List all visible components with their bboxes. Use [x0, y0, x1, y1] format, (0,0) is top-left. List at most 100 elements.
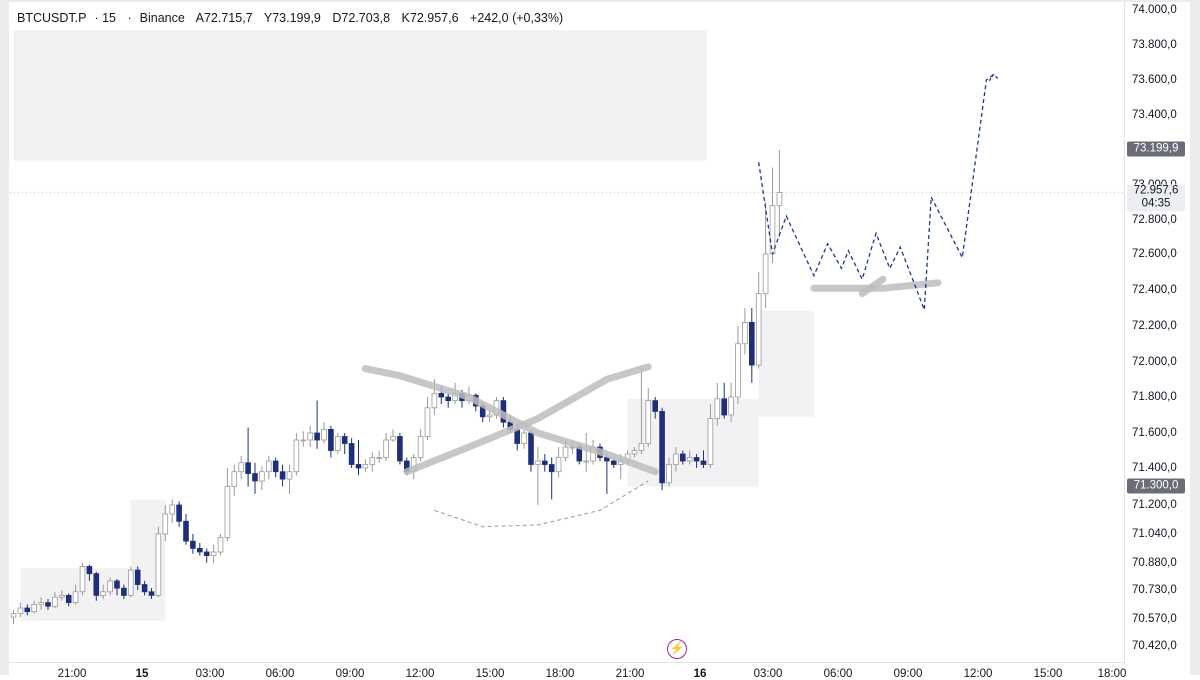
- price-tick-label: 70.880,0: [1132, 556, 1177, 569]
- candle-body: [348, 443, 355, 465]
- candle-body: [307, 432, 313, 441]
- price-tick-label: 71.040,0: [1132, 527, 1177, 540]
- candle-body: [148, 591, 155, 596]
- candle-body: [100, 591, 107, 596]
- candle-body: [742, 321, 748, 345]
- candle-body: [210, 551, 217, 557]
- candle-body: [176, 504, 182, 522]
- candle-body: [265, 460, 272, 473]
- change-value: +242,0 (+0,33%): [470, 11, 564, 25]
- lightning-bolt-icon[interactable]: ⚡: [667, 639, 687, 659]
- upper-supply-zone: [13, 30, 707, 161]
- candle: [286, 464, 293, 494]
- bar-countdown: 04:35: [1141, 197, 1171, 210]
- candle-body: [245, 462, 251, 474]
- drawings-layer: [361, 275, 942, 528]
- candle-body: [121, 587, 127, 596]
- candle-body: [369, 457, 376, 465]
- candle: [521, 429, 527, 449]
- time-tick-label: 18:00: [545, 668, 575, 680]
- candle: [86, 564, 93, 581]
- candle: [162, 505, 169, 542]
- candle-body: [300, 439, 307, 442]
- candle: [659, 407, 665, 491]
- candle: [17, 602, 24, 618]
- downward-swoosh: [361, 365, 659, 476]
- candle: [555, 447, 562, 478]
- candle-body: [424, 407, 431, 437]
- candle-body: [79, 566, 86, 593]
- candle-body: [535, 460, 541, 465]
- price-axis-divider: [1124, 2, 1125, 664]
- symbol-name[interactable]: BTCUSDT.P: [17, 11, 87, 25]
- candle: [176, 501, 182, 527]
- candle: [169, 499, 176, 524]
- candle: [397, 433, 403, 465]
- candle: [127, 566, 134, 598]
- candle: [321, 422, 327, 444]
- candle: [376, 450, 382, 463]
- candle-body: [700, 460, 707, 465]
- price-tick-label: 71.400,0: [1132, 462, 1177, 474]
- candle-body: [548, 464, 555, 473]
- high-value: Y73.199,9: [263, 11, 321, 25]
- candle: [107, 577, 113, 596]
- candle-body: [355, 464, 362, 469]
- candle-body: [390, 436, 396, 441]
- candle-body: [238, 462, 245, 473]
- candle-body: [445, 396, 451, 401]
- candle: [631, 447, 638, 458]
- candle: [121, 584, 127, 599]
- candle: [307, 425, 313, 447]
- candle-body: [196, 547, 203, 553]
- candle-body: [417, 436, 424, 458]
- demand-zone-right: [758, 310, 814, 417]
- candle: [45, 599, 51, 610]
- candle: [279, 464, 286, 487]
- candle: [666, 457, 672, 487]
- candle-body: [762, 253, 769, 294]
- candle-body: [31, 604, 37, 613]
- candle: [93, 571, 100, 601]
- zones-layer: [13, 30, 814, 621]
- candle-body: [397, 436, 403, 462]
- candle-body: [59, 594, 65, 598]
- candle: [114, 579, 120, 596]
- candle-body: [376, 457, 382, 459]
- candle-body: [562, 446, 569, 458]
- candle: [638, 365, 645, 454]
- time-tick-label: 06:00: [823, 668, 853, 680]
- candle-body: [666, 464, 672, 484]
- candle-body: [680, 453, 686, 462]
- time-tick-label: 03:00: [195, 668, 225, 680]
- candle: [355, 440, 362, 476]
- price-tick-label: 73.600,0: [1132, 74, 1177, 86]
- candle: [680, 450, 686, 465]
- horizontal-mark: [810, 279, 942, 292]
- candle-body: [72, 591, 79, 604]
- candle: [52, 591, 58, 609]
- candle: [535, 447, 541, 505]
- candle: [190, 533, 196, 554]
- candle-body: [114, 580, 120, 589]
- candle: [334, 433, 341, 454]
- candle-body: [127, 569, 134, 596]
- symbol-legend[interactable]: BTCUSDT.P · 15 · Binance A72.715,7 Y73.199…: [17, 11, 571, 25]
- time-tick-label: 15:00: [475, 668, 505, 680]
- candle-body: [659, 410, 665, 484]
- candle: [293, 433, 300, 476]
- candle: [749, 308, 755, 383]
- candle-body: [383, 439, 389, 458]
- candle-body: [611, 460, 617, 465]
- price-tick-label: 71.200,0: [1132, 499, 1177, 511]
- price-tick-label: 72.200,0: [1132, 320, 1177, 332]
- candle: [59, 589, 65, 601]
- candle: [652, 397, 658, 419]
- candle: [424, 397, 431, 440]
- time-tick-label: 06:00: [265, 668, 295, 680]
- open-value: A72.715,7: [195, 11, 253, 25]
- candle: [714, 382, 721, 426]
- candle-body: [45, 602, 51, 607]
- time-tick-label: 21:00: [615, 668, 645, 680]
